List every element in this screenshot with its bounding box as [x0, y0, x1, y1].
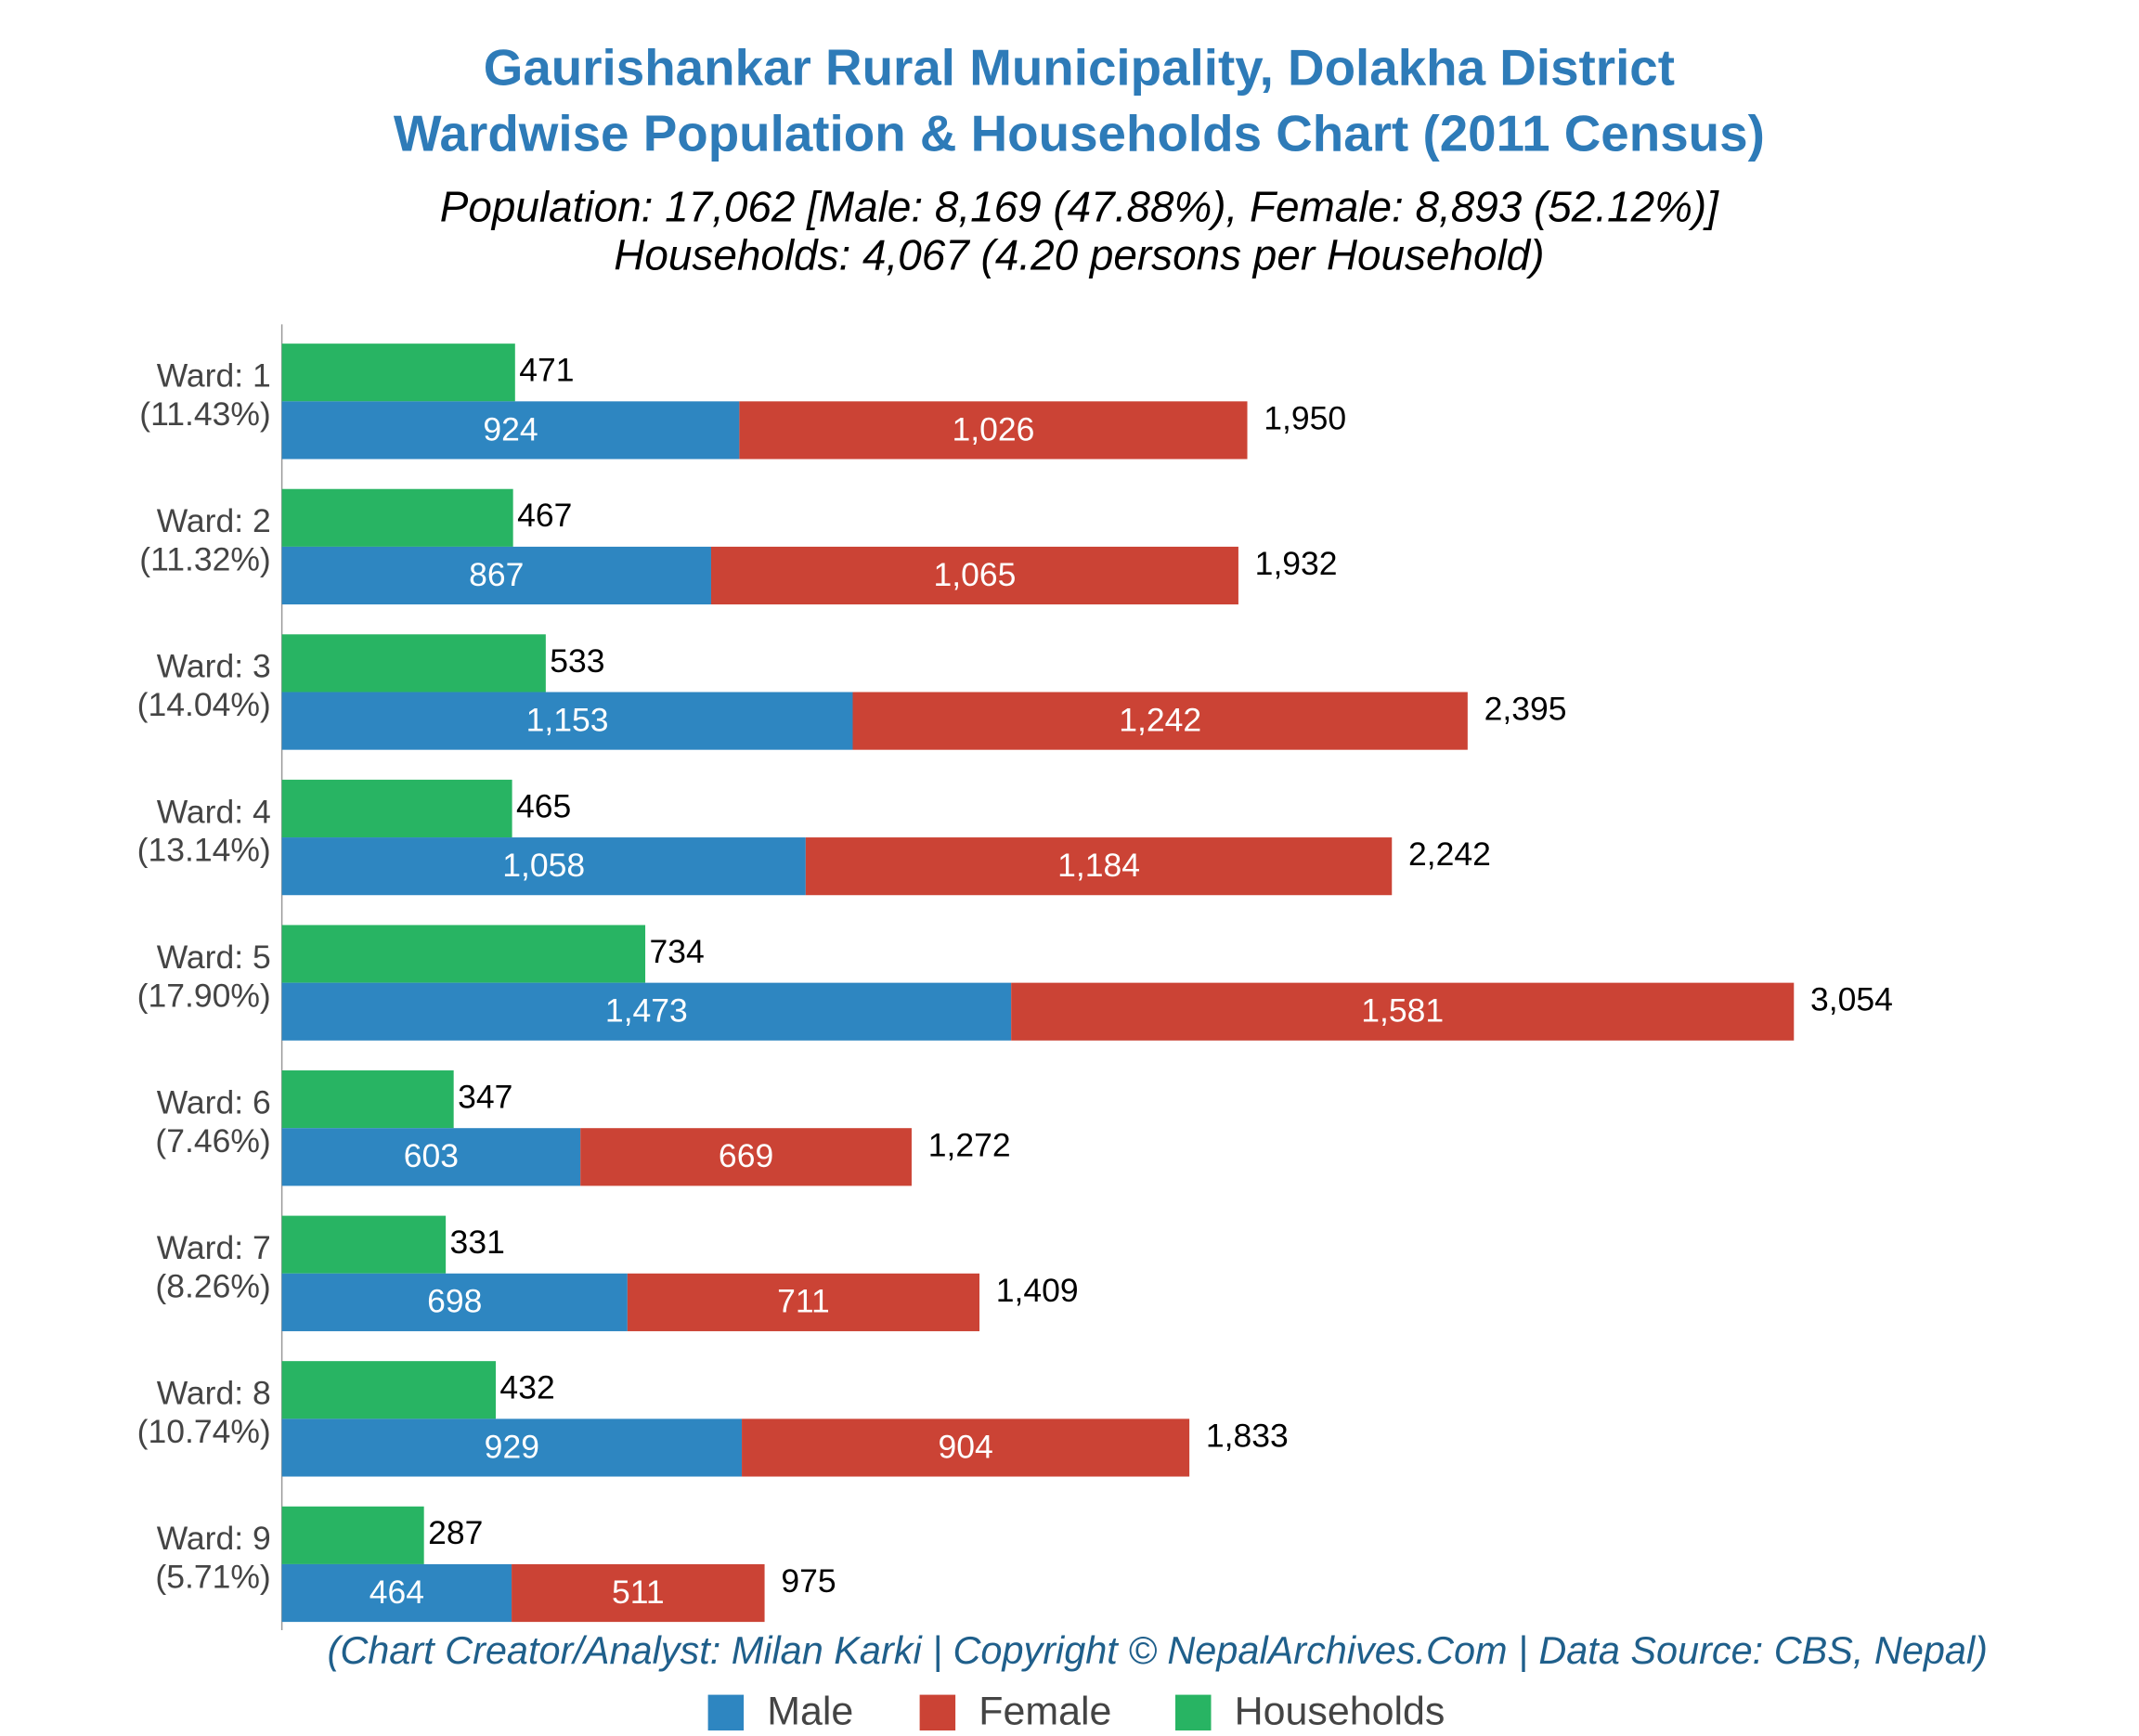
data-label: 1,065 — [934, 556, 1017, 593]
data-label: 471 — [519, 352, 574, 389]
bar — [805, 837, 1393, 896]
bar — [627, 1273, 980, 1331]
bar — [281, 779, 512, 838]
total-label: 1,833 — [1206, 1417, 1289, 1454]
legend-swatch — [1175, 1694, 1212, 1731]
legend-label: Female — [979, 1690, 1111, 1734]
y-tick-label: (14.04%) — [137, 686, 271, 723]
bar — [281, 546, 711, 605]
bar — [281, 1361, 496, 1419]
data-label: 1,581 — [1361, 992, 1444, 1030]
y-tick-label: (13.14%) — [137, 832, 271, 869]
data-label: 1,473 — [605, 992, 688, 1030]
data-label: 467 — [517, 497, 572, 534]
total-label: 2,242 — [1408, 836, 1491, 873]
bar — [281, 488, 513, 547]
chart-subtitle: Population: 17,062 [Male: 8,169 (47.88%)… — [440, 183, 1719, 231]
bar — [281, 634, 546, 693]
y-tick-label: (17.90%) — [137, 977, 271, 1014]
data-label: 711 — [777, 1283, 830, 1320]
bar — [710, 546, 1238, 605]
data-label: 603 — [404, 1137, 459, 1174]
legend-swatch — [707, 1694, 745, 1731]
y-tick-label: (10.74%) — [137, 1413, 271, 1450]
bar — [281, 925, 646, 983]
bar — [281, 1128, 581, 1186]
bar — [281, 1419, 743, 1477]
total-label: 1,950 — [1264, 399, 1346, 436]
bar — [739, 401, 1248, 460]
total-label: 3,054 — [1810, 981, 1893, 1018]
legend-swatch — [919, 1694, 956, 1731]
bar — [281, 837, 806, 896]
data-label: 924 — [483, 410, 538, 447]
y-tick-label: Ward: 2 — [157, 502, 271, 539]
bar — [281, 692, 853, 750]
bar — [281, 1506, 424, 1564]
total-label: 1,932 — [1255, 545, 1338, 582]
data-label: 331 — [450, 1224, 505, 1261]
data-label: 867 — [469, 556, 524, 593]
bar — [512, 1563, 765, 1623]
bar — [742, 1419, 1190, 1477]
data-label: 464 — [369, 1574, 424, 1611]
data-label: 347 — [458, 1079, 512, 1116]
data-label: 698 — [427, 1283, 482, 1320]
bar — [281, 1563, 512, 1623]
data-label: 904 — [938, 1428, 992, 1465]
y-tick-label: Ward: 8 — [157, 1375, 271, 1412]
data-label: 533 — [550, 642, 604, 680]
chart-subtitle: Households: 4,067 (4.20 persons per Hous… — [614, 230, 1544, 279]
y-tick-label: Ward: 4 — [157, 793, 271, 830]
total-label: 1,409 — [996, 1272, 1079, 1309]
data-label: 287 — [428, 1514, 483, 1551]
y-tick-label: (7.46%) — [155, 1122, 270, 1159]
legend-label: Male — [767, 1690, 853, 1734]
bar — [281, 1273, 628, 1331]
chart-title: Gaurishankar Rural Municipality, Dolakha… — [484, 38, 1675, 96]
bar — [852, 692, 1468, 750]
chart-title: Wardwise Population & Households Chart (… — [394, 105, 1765, 162]
total-label: 2,395 — [1484, 691, 1567, 728]
data-label: 432 — [499, 1369, 554, 1406]
data-label: 929 — [485, 1428, 539, 1465]
data-label: 511 — [612, 1574, 665, 1611]
bar — [1011, 982, 1795, 1041]
data-label: 465 — [516, 787, 571, 824]
y-tick-label: Ward: 7 — [157, 1229, 271, 1266]
y-tick-label: (11.32%) — [139, 541, 270, 578]
y-tick-label: (5.71%) — [155, 1559, 270, 1596]
total-label: 1,272 — [928, 1126, 1011, 1163]
y-tick-label: (11.43%) — [139, 395, 270, 433]
bar — [281, 982, 1012, 1041]
y-tick-label: Ward: 9 — [157, 1520, 271, 1557]
data-label: 1,153 — [526, 701, 609, 738]
data-label: 669 — [719, 1137, 773, 1174]
data-label: 1,242 — [1119, 701, 1201, 738]
y-tick-label: (8.26%) — [155, 1267, 270, 1304]
credit: (Chart Creator/Analyst: Milan Karki | Co… — [328, 1628, 1988, 1672]
total-label: 975 — [781, 1562, 836, 1600]
data-label: 734 — [649, 933, 704, 970]
data-label: 1,058 — [502, 847, 585, 884]
bar — [580, 1128, 912, 1186]
data-label: 1,184 — [1057, 847, 1140, 884]
y-tick-label: Ward: 6 — [157, 1083, 271, 1121]
y-tick-label: Ward: 5 — [157, 939, 271, 976]
bar — [281, 343, 515, 402]
bar — [281, 401, 740, 460]
bar — [281, 1070, 454, 1129]
y-tick-label: Ward: 1 — [157, 357, 271, 395]
y-tick-label: Ward: 3 — [157, 648, 271, 685]
data-label: 1,026 — [953, 410, 1035, 447]
bar — [281, 1215, 447, 1274]
legend-label: Households — [1235, 1690, 1445, 1734]
